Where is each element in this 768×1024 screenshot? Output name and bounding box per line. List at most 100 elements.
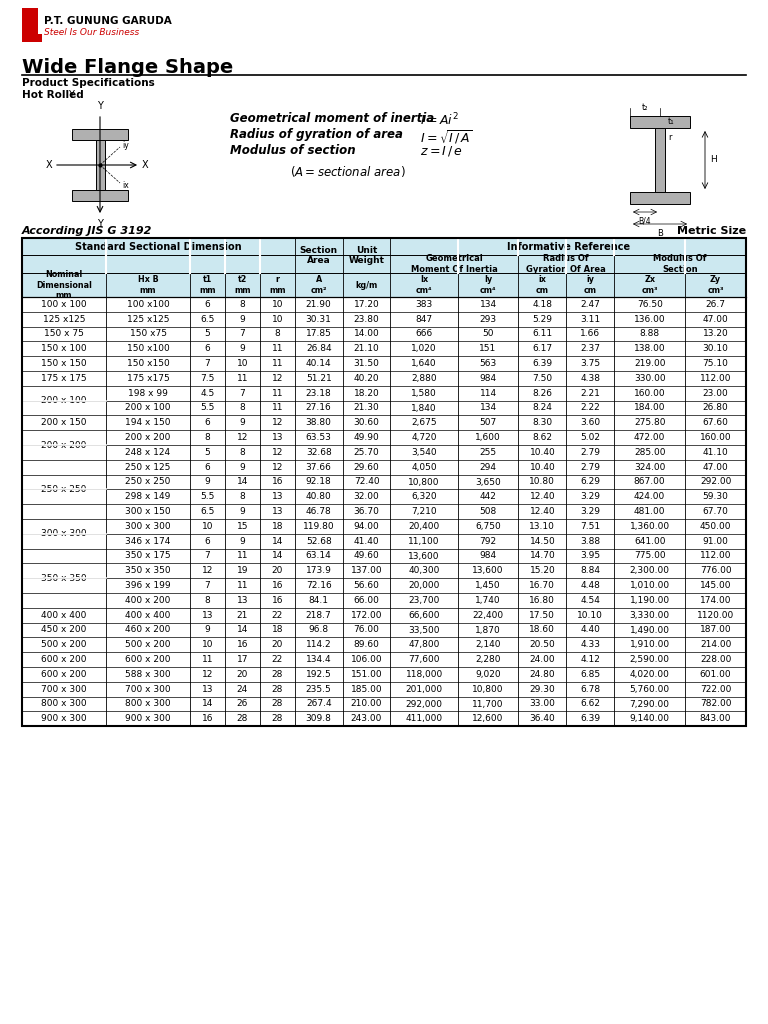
Text: 12: 12 [272, 374, 283, 383]
Text: 219.00: 219.00 [634, 359, 665, 368]
Text: ix: ix [122, 180, 129, 189]
Bar [22, 416, 746, 430]
Text: 2,880: 2,880 [412, 374, 437, 383]
Text: 228.00: 228.00 [700, 655, 731, 665]
Bar [22, 652, 746, 667]
Text: 9: 9 [240, 314, 245, 324]
Bar [22, 34, 42, 39]
Bar [22, 39, 42, 42]
Text: 49.60: 49.60 [354, 552, 379, 560]
Text: 150 x 150: 150 x 150 [41, 359, 87, 368]
Text: 267.4: 267.4 [306, 699, 332, 709]
Text: t₁: t₁ [668, 118, 674, 127]
Text: 20: 20 [272, 566, 283, 575]
Text: 187.00: 187.00 [700, 626, 731, 635]
Text: 641.00: 641.00 [634, 537, 665, 546]
Text: 250 x 250: 250 x 250 [41, 485, 87, 494]
Bar [22, 386, 746, 400]
Text: 6.5: 6.5 [200, 314, 215, 324]
Bar [22, 371, 746, 386]
Text: 36.70: 36.70 [353, 507, 379, 516]
Text: 26.84: 26.84 [306, 344, 332, 353]
Text: 19: 19 [237, 566, 248, 575]
Text: 32.68: 32.68 [306, 447, 332, 457]
Text: 330.00: 330.00 [634, 374, 666, 383]
Text: 51.21: 51.21 [306, 374, 332, 383]
Text: 112.00: 112.00 [700, 374, 731, 383]
Text: 41.10: 41.10 [703, 447, 729, 457]
Text: 26: 26 [237, 699, 248, 709]
Bar [22, 504, 746, 519]
Text: 21.30: 21.30 [354, 403, 379, 413]
Text: 14: 14 [272, 537, 283, 546]
Text: 17: 17 [237, 655, 248, 665]
Text: 1,020: 1,020 [412, 344, 437, 353]
Text: Iy
cm⁴: Iy cm⁴ [480, 275, 496, 295]
Text: 160.00: 160.00 [700, 433, 731, 442]
Text: 11: 11 [272, 344, 283, 353]
Text: 14.00: 14.00 [354, 330, 379, 339]
Text: 72.16: 72.16 [306, 581, 332, 590]
Text: 150 x 100: 150 x 100 [41, 344, 87, 353]
Text: 442: 442 [480, 493, 497, 502]
Bar [95, 140, 104, 190]
Text: 507: 507 [479, 418, 497, 427]
Bar [22, 297, 746, 311]
Text: 235.5: 235.5 [306, 685, 332, 693]
Text: 450 x 200: 450 x 200 [41, 626, 87, 635]
Text: t2
mm: t2 mm [234, 275, 250, 295]
Text: 6,750: 6,750 [475, 522, 501, 530]
Text: According JIS G 3192: According JIS G 3192 [22, 226, 152, 236]
Bar [22, 593, 746, 608]
Text: 28: 28 [272, 699, 283, 709]
Text: 10,800: 10,800 [472, 685, 504, 693]
Text: 12: 12 [202, 566, 214, 575]
Text: 6: 6 [204, 300, 210, 309]
Text: 3.88: 3.88 [580, 537, 601, 546]
Text: 324.00: 324.00 [634, 463, 665, 472]
Text: 601.00: 601.00 [700, 670, 731, 679]
Text: 1,740: 1,740 [475, 596, 501, 605]
Text: 12: 12 [202, 670, 214, 679]
Bar [22, 474, 746, 489]
Text: Y: Y [97, 219, 103, 229]
Text: 300 x 150: 300 x 150 [125, 507, 170, 516]
Text: 10: 10 [237, 359, 248, 368]
Text: 4.33: 4.33 [580, 640, 601, 649]
Text: 346 x 174: 346 x 174 [125, 537, 170, 546]
Text: 172.00: 172.00 [351, 610, 382, 620]
Bar [22, 534, 746, 549]
Text: Nominal
Dimensional
mm: Nominal Dimensional mm [36, 270, 92, 300]
Text: 8: 8 [240, 447, 245, 457]
Text: Geometrical
Moment Of Inertia: Geometrical Moment Of Inertia [411, 254, 498, 273]
Text: P.T. GUNUNG GARUDA: P.T. GUNUNG GARUDA [44, 16, 172, 26]
Text: 24.00: 24.00 [530, 655, 555, 665]
Text: Standard Sectional Dimension: Standard Sectional Dimension [75, 242, 242, 252]
Text: 6.29: 6.29 [580, 477, 601, 486]
Text: kg/m: kg/m [356, 281, 378, 290]
Text: 2.22: 2.22 [581, 403, 600, 413]
Text: 8.84: 8.84 [580, 566, 601, 575]
Text: X: X [142, 160, 149, 170]
Text: 800 x 300: 800 x 300 [125, 699, 170, 709]
Text: 1,640: 1,640 [412, 359, 437, 368]
Text: 460 x 200: 460 x 200 [125, 626, 170, 635]
Text: 9: 9 [240, 463, 245, 472]
Text: 30.60: 30.60 [353, 418, 379, 427]
Text: 118,000: 118,000 [406, 670, 442, 679]
Text: 200 x 150: 200 x 150 [41, 418, 87, 427]
Text: 6.39: 6.39 [532, 359, 552, 368]
Text: 125 x125: 125 x125 [43, 314, 85, 324]
Text: 11: 11 [237, 581, 248, 590]
Text: 350 x 350: 350 x 350 [41, 573, 87, 583]
Text: 192.5: 192.5 [306, 670, 332, 679]
Text: 56.60: 56.60 [353, 581, 379, 590]
Text: 20.50: 20.50 [529, 640, 555, 649]
Text: 150 x100: 150 x100 [127, 344, 170, 353]
Text: 28: 28 [237, 715, 248, 723]
Text: 15: 15 [237, 522, 248, 530]
Text: 136.00: 136.00 [634, 314, 666, 324]
Text: 18: 18 [272, 626, 283, 635]
Text: ix
cm: ix cm [536, 275, 549, 295]
Text: 984: 984 [479, 552, 497, 560]
